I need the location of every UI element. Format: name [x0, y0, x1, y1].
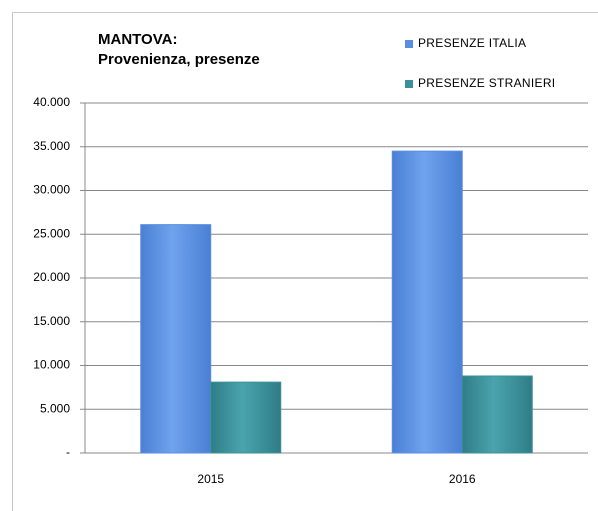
y-tick-label: 25.000: [33, 226, 70, 240]
legend-label: PRESENZE STRANIERI: [418, 76, 555, 90]
y-tick-label: 10.000: [33, 358, 70, 372]
x-tick-label: 2015: [197, 472, 224, 486]
y-tick-label: 15.000: [33, 314, 70, 328]
bar: [210, 381, 282, 454]
bar: [140, 224, 212, 454]
chart-subtitle: Provenienza, presenze: [98, 51, 260, 68]
legend-swatch: [405, 40, 413, 48]
y-tick-label: 20.000: [33, 270, 70, 284]
y-tick-label: 30.000: [33, 183, 70, 197]
y-tick-label: 35.000: [33, 139, 70, 153]
y-tick-label: -: [66, 445, 70, 459]
bar: [461, 375, 533, 454]
chart-title: MANTOVA:: [98, 31, 177, 48]
legend-swatch: [405, 80, 413, 88]
bar: [391, 150, 463, 454]
x-tick-label: 2016: [449, 472, 476, 486]
legend-label: PRESENZE ITALIA: [418, 36, 526, 50]
y-tick-label: 5.000: [40, 401, 70, 415]
y-tick-label: 40.000: [33, 95, 70, 109]
